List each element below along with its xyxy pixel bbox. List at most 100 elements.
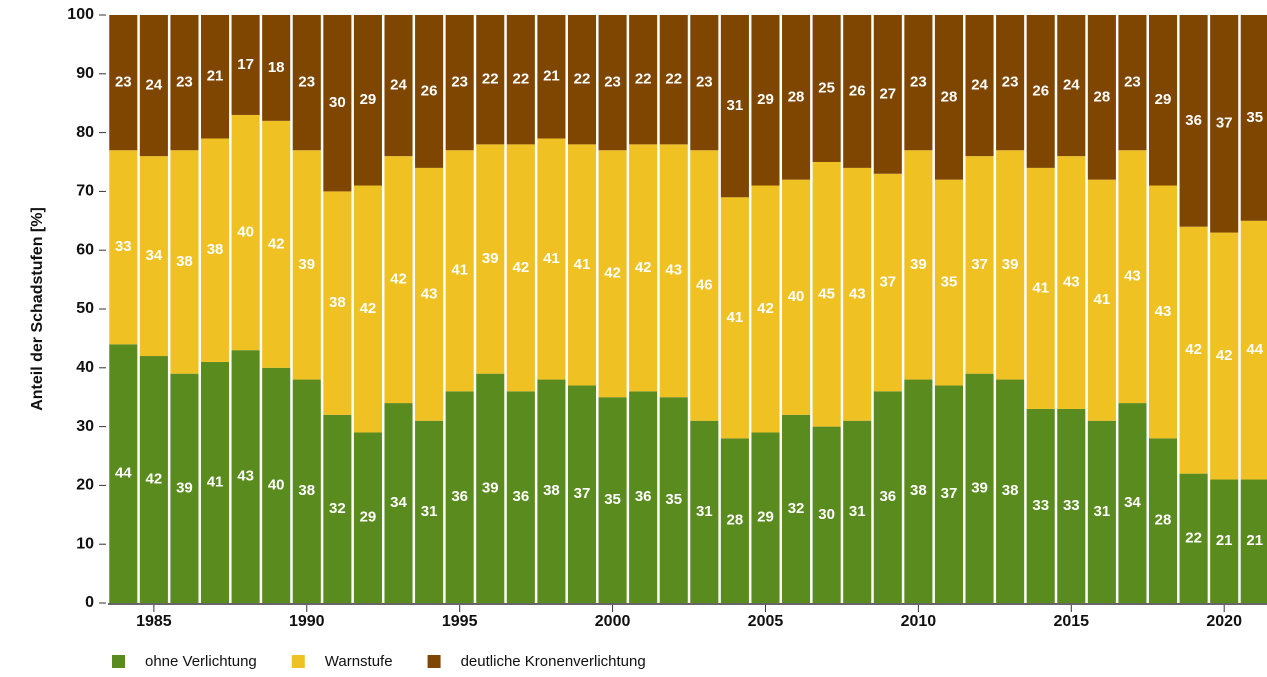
value-label: 39 <box>971 479 988 496</box>
value-label: 21 <box>207 68 224 85</box>
value-label: 38 <box>910 482 927 499</box>
bar-segment <box>200 15 230 139</box>
bar-segment <box>109 344 138 603</box>
bar-segment <box>1148 15 1178 186</box>
bar-segment <box>1087 420 1116 603</box>
value-label: 22 <box>574 71 591 88</box>
value-label: 29 <box>757 509 774 526</box>
bar-segment <box>537 379 566 603</box>
bar-segment <box>200 138 230 362</box>
value-label: 42 <box>390 271 407 288</box>
bar-segment <box>1240 220 1267 480</box>
value-label: 35 <box>941 274 958 291</box>
legend-swatch <box>427 655 441 668</box>
value-label: 27 <box>879 85 896 102</box>
x-tick-label: 1990 <box>289 613 325 630</box>
value-label: 36 <box>512 488 529 505</box>
bar-segment <box>843 15 872 168</box>
bar-segment <box>262 120 291 368</box>
value-label: 24 <box>1063 77 1080 94</box>
value-label: 43 <box>665 262 682 279</box>
bar-segment <box>629 15 658 145</box>
bar-segment <box>476 144 505 374</box>
x-tick-label: 2005 <box>748 613 784 630</box>
bar-segment <box>415 167 444 421</box>
bar-segment <box>598 397 627 603</box>
value-label: 24 <box>390 77 407 94</box>
bar-segment <box>1210 15 1239 233</box>
y-tick-label: 50 <box>76 300 94 317</box>
value-label: 22 <box>512 71 529 88</box>
bar-segment <box>812 162 841 427</box>
bar-segment <box>1087 15 1116 180</box>
value-label: 42 <box>604 265 621 282</box>
value-label: 33 <box>115 238 132 255</box>
bar-segment <box>904 379 933 603</box>
bar-segment <box>292 150 321 380</box>
value-label: 24 <box>971 77 988 94</box>
bar-segment <box>323 414 352 603</box>
y-tick-label: 100 <box>67 6 94 23</box>
value-label: 36 <box>879 488 896 505</box>
x-tick-label: 1995 <box>442 613 478 630</box>
bar-segment <box>904 150 933 380</box>
bar-segment <box>567 15 597 145</box>
value-label: 42 <box>635 259 652 276</box>
bar-segment <box>782 15 811 180</box>
bar-segment <box>231 350 260 603</box>
value-label: 43 <box>421 285 438 302</box>
value-label: 23 <box>451 74 468 91</box>
bar-segment <box>384 156 413 404</box>
value-label: 28 <box>788 88 805 105</box>
value-label: 42 <box>268 235 285 252</box>
bar-segment <box>720 438 749 603</box>
value-label: 28 <box>941 88 958 105</box>
bar-segment <box>1057 15 1086 157</box>
bar-segment <box>139 356 168 603</box>
value-label: 33 <box>1032 497 1049 514</box>
bar-segment <box>170 373 199 603</box>
bar-segment <box>751 432 780 603</box>
bar-segment <box>170 150 199 374</box>
bar-segment <box>415 15 444 168</box>
bar-segment <box>904 15 933 151</box>
value-label: 31 <box>696 503 713 520</box>
y-tick-label: 40 <box>76 359 94 376</box>
value-label: 28 <box>727 512 744 529</box>
legend-label: ohne Verlichtung <box>145 653 257 670</box>
bar-segment <box>292 15 321 151</box>
bar-segment <box>1240 15 1267 221</box>
value-label: 41 <box>207 473 224 490</box>
value-label: 41 <box>727 309 744 326</box>
x-tick-label: 2015 <box>1053 613 1089 630</box>
value-label: 38 <box>329 294 346 311</box>
bar-segment <box>873 15 902 174</box>
value-label: 38 <box>1002 482 1019 499</box>
value-label: 26 <box>421 82 438 99</box>
value-label: 35 <box>604 491 621 508</box>
bar-segment <box>1148 185 1178 439</box>
value-label: 46 <box>696 276 713 293</box>
bar-segment <box>231 114 260 351</box>
value-label: 41 <box>1094 291 1111 308</box>
bar-segment <box>353 185 382 433</box>
value-label: 31 <box>421 503 438 520</box>
value-label: 31 <box>727 97 744 114</box>
bar-segment <box>751 185 780 433</box>
value-label: 35 <box>1246 109 1263 126</box>
value-label: 23 <box>1002 74 1019 91</box>
value-label: 43 <box>1155 303 1172 320</box>
bar-segment <box>567 144 597 386</box>
value-label: 39 <box>910 256 927 273</box>
bar-segment <box>934 15 964 180</box>
value-label: 18 <box>268 59 285 76</box>
bar-segment <box>506 15 535 145</box>
bar-segment <box>262 367 291 603</box>
bar-segment <box>384 403 413 603</box>
value-label: 41 <box>1032 279 1049 296</box>
value-label: 41 <box>574 256 591 273</box>
value-label: 22 <box>1185 529 1202 546</box>
bar-segment <box>1240 479 1267 603</box>
bar-segment <box>659 397 688 603</box>
bar-segment <box>1057 408 1086 603</box>
